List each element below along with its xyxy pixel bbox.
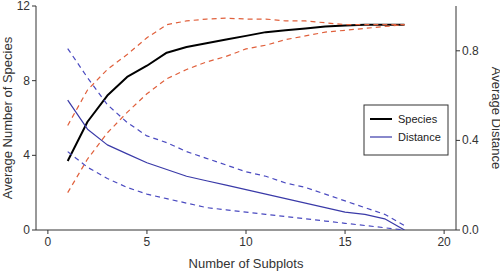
series-line [68, 152, 405, 230]
y2-tick [456, 140, 460, 141]
x-axis-title: Number of Subplots [189, 256, 304, 271]
y2-tick-label: 0.0 [462, 223, 479, 237]
x-tick [444, 230, 445, 234]
y2-axis-title: Average Distance [489, 67, 500, 169]
y2-tick [456, 230, 460, 231]
y-axis-line [36, 6, 37, 230]
y-tick [32, 80, 36, 81]
x-tick [47, 230, 48, 234]
series-line [68, 49, 405, 226]
y-tick [32, 155, 36, 156]
legend-swatch [370, 136, 392, 137]
legend: Species Distance [364, 105, 448, 155]
y-tick [32, 230, 36, 231]
y-axis-title: Average Number of Species [0, 36, 15, 199]
y-tick [32, 6, 36, 7]
legend-label: Species [398, 113, 438, 125]
x-tick-label: 5 [144, 235, 151, 249]
x-tick-label: 20 [437, 235, 451, 249]
series-line [68, 18, 405, 125]
page: {"chart_data": { "type": "line", "x_labe… [0, 0, 500, 280]
y2-tick [456, 50, 460, 51]
x-tick-label: 0 [45, 235, 52, 249]
plot-area [68, 18, 405, 230]
x-tick-label: 15 [338, 235, 352, 249]
series-line [68, 25, 405, 161]
y-tick-label: 4 [23, 148, 30, 162]
y2-axis-line [456, 6, 457, 230]
y-tick-label: 8 [23, 74, 30, 88]
x-tick [345, 230, 346, 234]
x-tick [146, 230, 147, 234]
y2-tick-label: 0.4 [462, 133, 479, 147]
y-tick-label: 12 [17, 0, 31, 13]
series-line [68, 100, 405, 230]
x-tick [246, 230, 247, 234]
legend-box [364, 105, 448, 155]
y-tick-label: 0 [23, 223, 30, 237]
y2-tick-label: 0.8 [462, 44, 479, 58]
chart: 0 5 10 15 20 0 4 8 12 0.0 0.4 0.8 Number of Subplots… [0, 0, 500, 280]
x-tick-label: 10 [239, 235, 253, 249]
legend-swatch [370, 118, 392, 120]
legend-label: Distance [398, 131, 441, 143]
series-line [68, 25, 405, 193]
